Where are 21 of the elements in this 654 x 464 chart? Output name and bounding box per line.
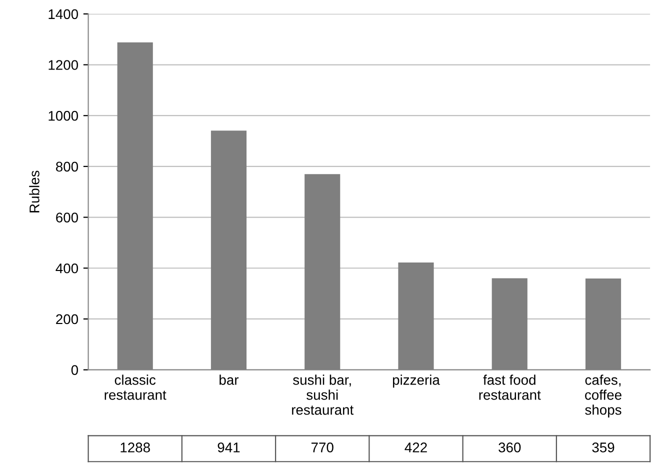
y-tick-label: 200 [56,314,78,324]
data-label: 1288 [120,442,150,452]
x-tick-label: classic restaurant [104,374,166,400]
y-tick-label: 600 [56,212,78,222]
data-label: 770 [311,442,334,452]
data-label: 422 [404,442,427,452]
y-axis-title: Rubles [29,170,40,212]
x-tick-label: sushi bar, sushi restaurant [292,374,354,415]
y-tick-label: 800 [56,162,78,172]
y-tick-label: 1400 [48,9,78,20]
x-tick-label: bar [220,374,239,385]
data-label: 359 [592,442,614,452]
x-tick-label: fast food restaurant [479,374,541,400]
y-tick-label: 0 [71,365,78,375]
y-tick-label: 1000 [48,110,78,121]
x-tick-label: cafes, coffee shops [585,374,622,418]
x-tick-label: pizzeria [392,374,440,388]
y-tick-label: 1200 [48,60,78,70]
y-tick-label: 400 [56,263,78,274]
data-label: 360 [498,442,521,452]
data-label: 941 [218,442,240,452]
